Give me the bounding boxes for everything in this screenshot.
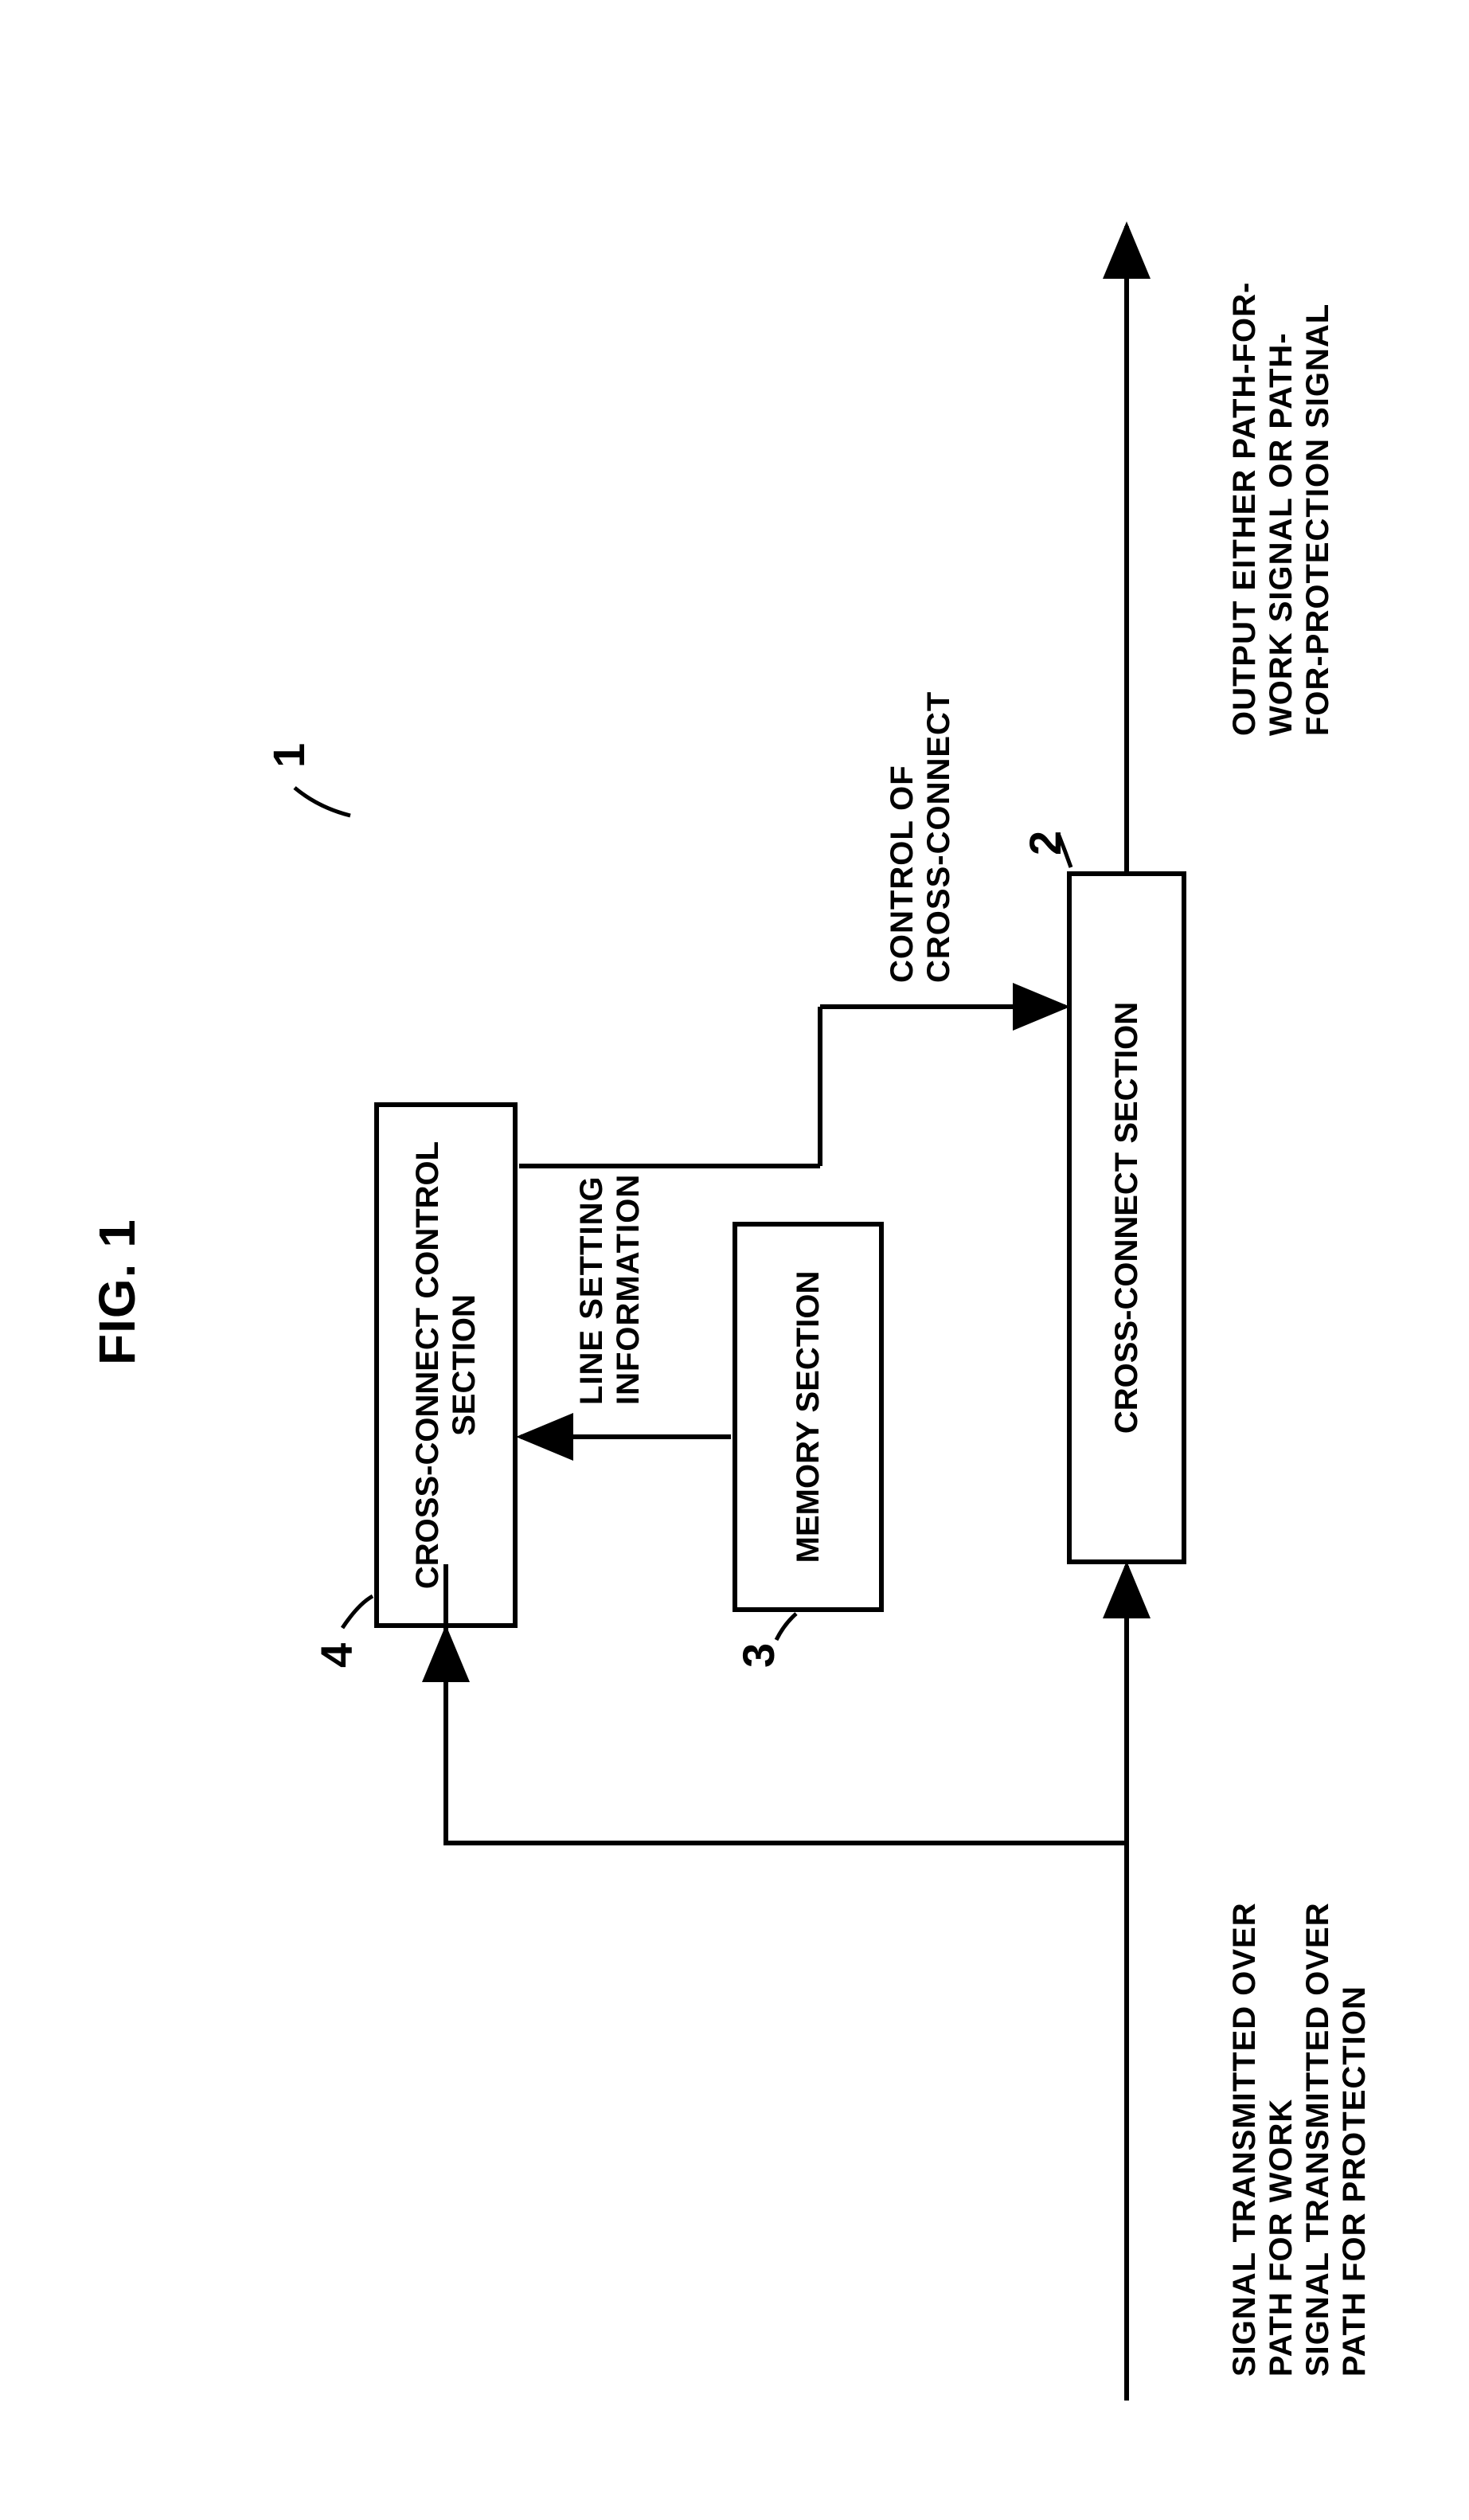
arrows-svg (0, 0, 1469, 2520)
diagram-root: FIG. 1 1 CROSS-CONNECT CONTROL SECTION 4… (0, 0, 1469, 2520)
